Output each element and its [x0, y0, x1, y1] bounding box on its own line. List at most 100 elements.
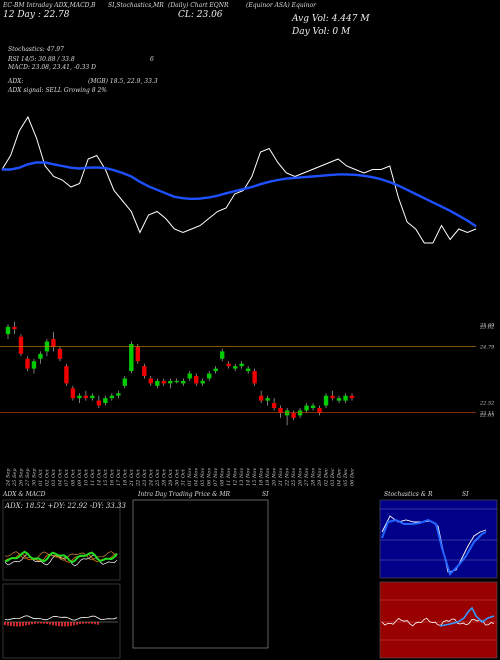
candle	[5, 324, 11, 340]
candle-body	[245, 368, 251, 372]
adx-panel-title: ADX & MACD	[3, 491, 46, 498]
date-tick-label: 04 Nov	[194, 468, 200, 486]
date-tick-label: 13 Nov	[239, 468, 245, 486]
candle-body	[181, 380, 186, 384]
candle-body	[219, 351, 225, 359]
candle-body	[207, 373, 212, 379]
candle-body	[304, 405, 309, 411]
candle-body	[349, 395, 355, 399]
date-tick-label: 08 Oct	[70, 468, 76, 486]
candle	[174, 378, 179, 384]
candle-body	[232, 366, 238, 369]
date-tick-label: 01 Oct	[38, 468, 44, 486]
price-level-label: 25.62	[479, 324, 494, 330]
rsi-lines	[380, 599, 497, 641]
adx-label: ADX:	[8, 78, 24, 85]
candle	[142, 363, 147, 379]
date-tick-label: 21 Oct	[129, 468, 135, 487]
macd-value: MACD: 23.08, 23.41, -0.33 D	[8, 64, 96, 71]
minus-di-line	[4, 553, 118, 563]
candle-body	[77, 395, 82, 399]
candle-body	[258, 395, 264, 401]
macd-histogram	[4, 615, 118, 627]
candle-body	[25, 358, 30, 369]
candle	[219, 348, 225, 362]
signal-line	[4, 551, 118, 561]
candle	[103, 395, 108, 406]
candle-body	[148, 378, 153, 384]
close-label: CL: 23.06	[178, 10, 223, 20]
date-tick-label: 18 Oct	[122, 468, 128, 486]
candle	[200, 378, 205, 386]
close-price-line	[1, 115, 477, 244]
candle-body	[226, 363, 231, 367]
candle-body	[57, 348, 63, 359]
date-tick-label: 28 Nov	[311, 468, 317, 487]
candle	[122, 376, 128, 389]
price-level-label: 22.03	[479, 413, 494, 419]
candle	[90, 393, 95, 401]
candle-body	[194, 376, 199, 384]
candle	[96, 395, 102, 408]
header-bb-line: (Daily) Chart EQNR	[168, 2, 229, 9]
moving-average-line	[2, 161, 477, 228]
candle	[278, 405, 283, 418]
candle-body	[96, 400, 102, 406]
price-level-label: 22.11	[479, 411, 494, 417]
stochastic-k-line	[381, 515, 487, 573]
date-tick-label: 10 Oct	[83, 468, 89, 486]
candle-body	[135, 346, 141, 362]
date-tick-label: 09 Oct	[77, 468, 83, 486]
candle	[31, 358, 37, 374]
candle-body	[213, 368, 218, 372]
candle	[310, 403, 316, 411]
adx-signal: ADX signal: SELL Growing 8 2%	[8, 87, 107, 94]
candle-body	[317, 408, 322, 413]
candle	[64, 363, 69, 386]
date-tick-label: 16 Oct	[109, 468, 115, 486]
ma-label: 12 Day : 22.78	[3, 10, 70, 20]
candle	[44, 339, 50, 357]
date-tick-label: 26 Nov	[298, 468, 304, 487]
date-tick-label: 31 Oct	[181, 468, 187, 486]
candle-body	[31, 361, 37, 369]
candle-body	[90, 395, 95, 399]
candle	[129, 341, 134, 374]
date-tick-label: 26 Sep	[19, 468, 25, 487]
date-tick-label: 11 Oct	[90, 468, 96, 486]
date-tick-label: 24 Sep	[6, 468, 12, 487]
candle	[213, 366, 218, 374]
candle	[343, 393, 348, 404]
intraday-panel	[132, 499, 269, 649]
date-tick-label: 05 Nov	[200, 468, 206, 486]
candle	[317, 405, 322, 416]
candle	[168, 378, 173, 389]
date-axis: 24 Sep 25 Sep 26 Sep 27 Sep 30 Sep 01 Oct 02 O…	[6, 468, 356, 487]
candle-body	[116, 393, 121, 396]
date-tick-label: 11 Nov	[226, 468, 232, 486]
candle-body	[343, 395, 348, 401]
candle	[239, 361, 244, 369]
mrsi-line	[439, 606, 495, 627]
date-tick-label: 23 Oct	[142, 468, 148, 487]
date-tick-label: 25 Oct	[155, 468, 161, 487]
candle-body	[38, 353, 43, 359]
date-tick-label: 05 Dec	[343, 468, 349, 486]
date-tick-label: 29 Nov	[317, 468, 323, 487]
candle-body	[323, 395, 329, 406]
candle	[77, 393, 82, 404]
rsi-line	[381, 617, 495, 627]
date-tick-label: 30 Sep	[32, 468, 38, 486]
candle	[271, 398, 277, 411]
candle	[38, 351, 43, 364]
adx-macd-panel	[2, 499, 121, 659]
candle	[245, 366, 251, 374]
date-tick-label: 24 Oct	[148, 468, 154, 487]
date-tick-label: 08 Nov	[220, 468, 226, 486]
candle	[252, 368, 257, 386]
adx-lines	[4, 550, 118, 567]
header-tag-line: EC-BM Intraday ADX,MACD,B	[3, 2, 96, 9]
candle-body	[271, 403, 277, 408]
candle-body	[278, 408, 283, 413]
date-tick-label: 02 Dec	[324, 468, 330, 486]
